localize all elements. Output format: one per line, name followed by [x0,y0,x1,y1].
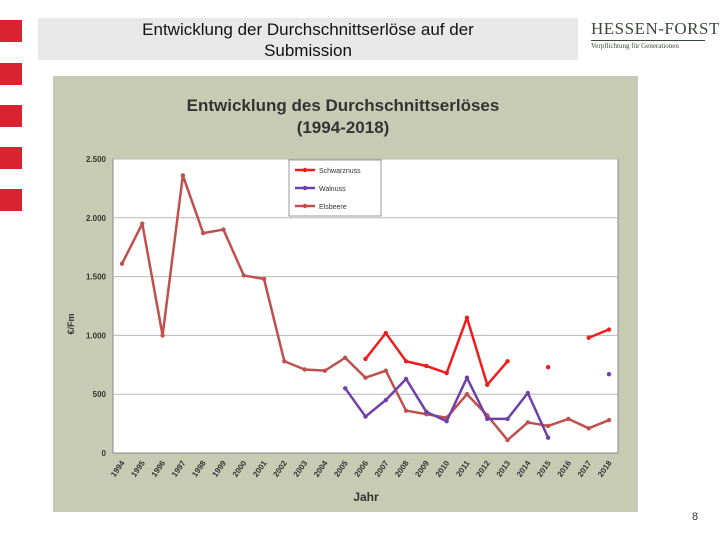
data-point-walnuss [383,397,388,403]
y-tick-label: 1.000 [86,331,107,340]
data-point-schwarznuss [424,363,429,369]
data-point-elsbeere [525,420,531,425]
data-point-elsbeere [221,227,226,232]
logo-tagline: Verpflichtung für Generationen [591,42,679,50]
data-point-schwarznuss [363,356,368,362]
data-point-walnuss [343,386,348,391]
slide-title-line2: Submission [264,41,352,60]
y-tick-label: 0 [102,449,107,458]
data-point-elsbeere [140,221,145,226]
data-point-schwarznuss [464,315,470,320]
data-point-elsbeere [586,426,591,431]
accent-square-5 [0,189,22,211]
data-point-elsbeere [505,437,510,443]
accent-square-2 [0,63,22,85]
series-line-schwarznuss [364,316,509,387]
data-point-elsbeere [403,408,409,413]
accent-square-4 [0,147,22,169]
x-axis-label: Jahr [353,490,379,504]
data-point-schwarznuss [383,330,388,336]
legend-label-schwarznuss: Schwarznuss [319,168,361,175]
data-point-elsbeere [363,375,368,380]
data-point-schwarznuss [485,382,490,387]
data-point-walnuss [485,416,490,422]
data-point-elsbeere [606,417,612,423]
data-point-walnuss [464,375,470,380]
hessen-forst-logo: HESSEN-FORST [591,19,720,38]
y-tick-labels: 0 500 1.000 1.500 2.000 2.500 [86,155,107,458]
legend: Schwarznuss Walnuss Elsbeere [288,159,382,217]
data-point-walnuss [525,390,531,396]
data-series [119,173,612,443]
data-point-elsbeere [282,359,287,364]
accent-square-3 [0,105,22,127]
data-point-schwarznuss [606,327,612,332]
data-point-elsbeere [241,273,246,278]
logo-divider [591,40,705,41]
slide-title-background [38,18,578,60]
series-schwarznuss [363,315,612,387]
series-walnuss [343,372,612,440]
data-point-schwarznuss [444,370,449,376]
chart-title-line2: (1994-2018) [297,118,390,137]
data-point-elsbeere [200,230,206,236]
data-point-elsbeere [261,276,267,282]
data-point-walnuss [505,416,510,422]
page-number: 8 [692,511,699,523]
data-point-walnuss [363,414,368,419]
data-point-elsbeere [180,173,186,178]
data-point-elsbeere [566,416,571,422]
data-point-schwarznuss [586,335,591,340]
data-point-elsbeere [160,333,165,338]
line-chart: Entwicklung des Durchschnittserlöses (19… [53,76,638,512]
data-point-walnuss [606,372,612,377]
y-tick-label: 2.500 [86,155,107,164]
legend-label-elsbeere: Elsbeere [319,204,347,211]
data-point-schwarznuss [403,359,409,364]
data-point-walnuss [444,419,449,424]
accent-square-1 [0,20,22,42]
y-tick-label: 2.000 [86,214,107,223]
y-tick-label: 500 [93,390,107,399]
data-point-schwarznuss [545,364,551,370]
legend-label-walnuss: Walnuss [319,186,346,193]
data-point-elsbeere [545,423,551,429]
y-axis-label: €/Fm [66,313,76,334]
data-point-walnuss [424,409,429,415]
legend-marker-walnuss [302,185,308,191]
slide-title: Entwicklung der Durchschnittserlöse auf … [38,19,578,61]
slide-title-line1: Entwicklung der Durchschnittserlöse auf … [142,20,474,39]
data-point-walnuss [403,376,409,382]
chart-title-line1: Entwicklung des Durchschnittserlöses [187,96,500,115]
data-point-elsbeere [343,355,348,360]
y-tick-label: 1.500 [86,273,107,282]
series-line-schwarznuss [588,328,610,339]
legend-marker-elsbeere [302,203,308,209]
data-point-elsbeere [322,368,328,373]
chart-container: Entwicklung des Durchschnittserlöses (19… [53,76,638,512]
data-point-elsbeere [302,367,307,372]
data-point-elsbeere [464,392,470,397]
data-point-walnuss [545,435,551,440]
data-point-elsbeere [119,261,125,266]
data-point-schwarznuss [505,359,510,364]
data-point-elsbeere [383,368,388,373]
legend-marker-schwarznuss [302,167,308,173]
